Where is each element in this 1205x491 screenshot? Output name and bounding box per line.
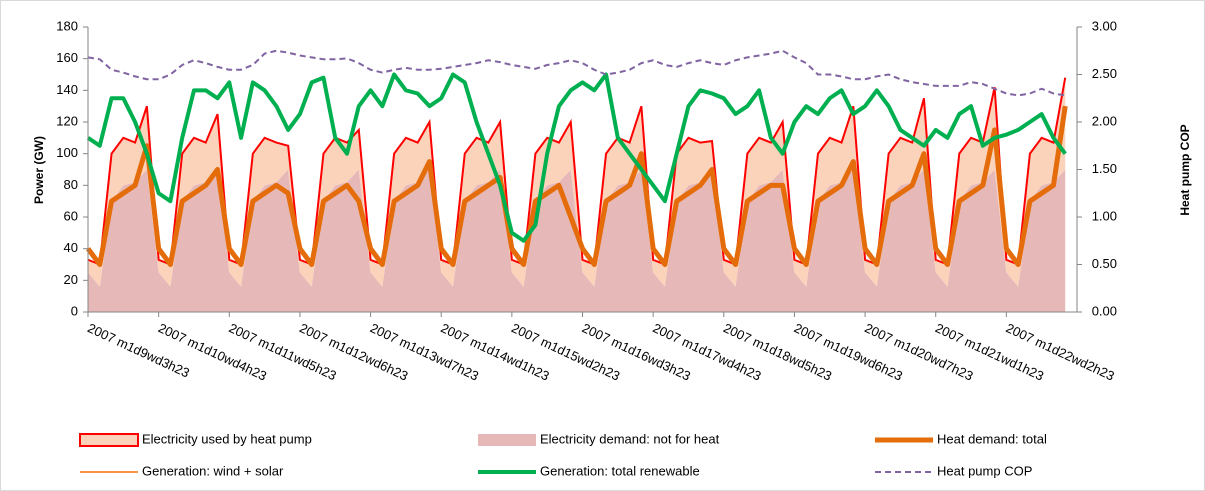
y-tick-label: 60 bbox=[64, 208, 78, 223]
y2-tick-label: 3.00 bbox=[1092, 18, 1117, 33]
y-tick-label: 20 bbox=[64, 272, 78, 287]
series-line bbox=[85, 105, 1068, 267]
y2-tick-label: 0.50 bbox=[1092, 256, 1117, 271]
y-tick-label: 40 bbox=[64, 240, 78, 255]
y-tick-label: 80 bbox=[64, 177, 78, 192]
y-tick-label: 160 bbox=[56, 50, 78, 65]
y-tick-label: 0 bbox=[71, 303, 78, 318]
series-line bbox=[87, 49, 1066, 97]
series-line bbox=[86, 72, 1067, 243]
y2-tick-label: 1.50 bbox=[1092, 161, 1117, 176]
area bbox=[88, 169, 1066, 312]
legend-label: Electricity used by heat pump bbox=[142, 431, 312, 446]
y-axis-title: Power (GW) bbox=[32, 136, 46, 204]
legend-label: Heat demand: total bbox=[937, 431, 1047, 446]
y-tick-label: 180 bbox=[56, 18, 78, 33]
y-tick-label: 140 bbox=[56, 82, 78, 97]
legend-label: Heat pump COP bbox=[937, 463, 1032, 478]
legend-swatch bbox=[79, 433, 139, 447]
y2-tick-label: 2.50 bbox=[1092, 66, 1117, 81]
legend-label: Electricity demand: not for heat bbox=[540, 431, 720, 446]
y-tick-label: 120 bbox=[56, 113, 78, 128]
y2-tick-label: 1.00 bbox=[1092, 208, 1117, 223]
legend-label: Generation: total renewable bbox=[540, 463, 700, 478]
legend-label: Generation: wind + solar bbox=[142, 463, 284, 478]
legend-swatch bbox=[478, 434, 536, 446]
plot-area bbox=[85, 49, 1068, 312]
area-outline bbox=[87, 77, 1067, 266]
y2-tick-label: 2.00 bbox=[1092, 113, 1117, 128]
y2-tick-label: 0.00 bbox=[1092, 303, 1117, 318]
y-tick-label: 100 bbox=[56, 145, 78, 160]
y2-axis-title: Heat pump COP bbox=[1178, 124, 1192, 215]
